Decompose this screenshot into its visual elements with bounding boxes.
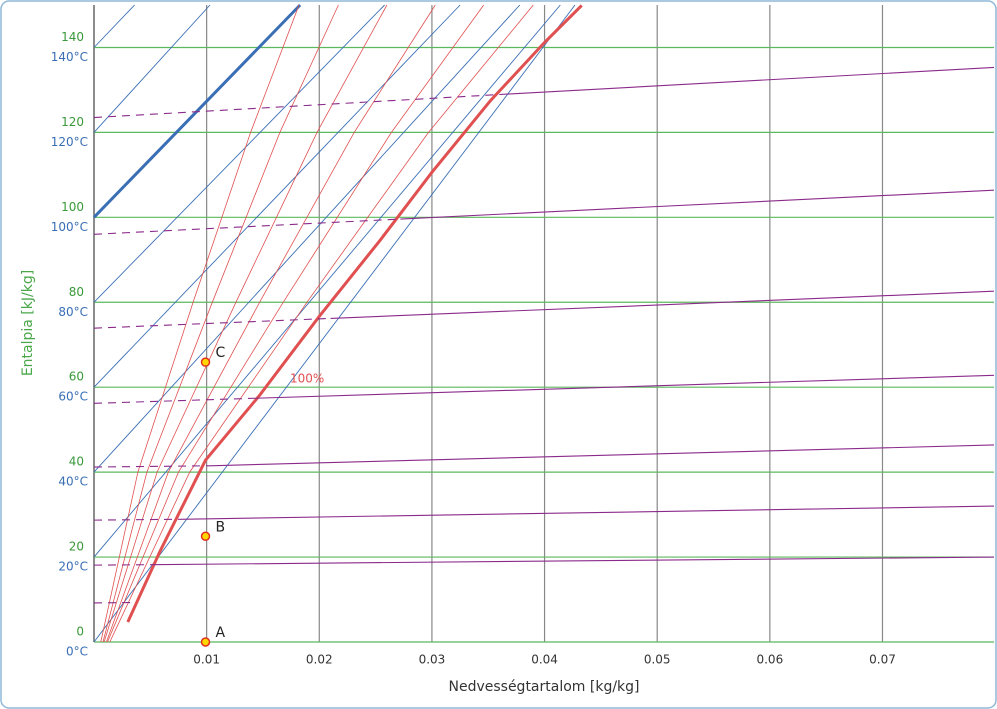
temperature-line: [93, 4, 211, 133]
state-label: C: [216, 345, 226, 361]
isotherm: [93, 374, 995, 404]
isotherm-dashed: [93, 518, 180, 521]
isotherm-dashed: [93, 317, 331, 329]
y-tick-label: 40: [69, 455, 84, 469]
rh-curve: [107, 4, 485, 643]
isotherm-dashed: [93, 465, 211, 468]
temperature-label: 100°C: [51, 220, 88, 234]
x-tick-label: 0.06: [756, 653, 783, 667]
x-tick-label: 0.02: [306, 653, 333, 667]
rh-curve: [100, 4, 300, 643]
isotherm-solid: [179, 505, 995, 520]
x-tick-label: 0.03: [419, 653, 446, 667]
x-tick-label: 0.07: [869, 653, 896, 667]
rh-curve: [109, 4, 534, 643]
y-axis-title: Entalpia [kJ/kg]: [20, 270, 36, 376]
isotherm-solid: [330, 290, 995, 319]
temperature-label: 80°C: [58, 305, 88, 319]
isotherm: [93, 505, 995, 521]
isotherm: [93, 66, 995, 119]
isotherm: [93, 556, 995, 566]
isotherm: [93, 444, 995, 468]
isotherm-solid: [505, 66, 995, 95]
isotherm-solid: [255, 374, 995, 399]
saturation-label: 100%: [290, 372, 324, 386]
state-label: A: [216, 625, 226, 641]
temperature-line: [93, 4, 521, 473]
isotherm-solid: [210, 444, 995, 467]
temperature-label: 40°C: [58, 475, 88, 489]
y-tick-label: 80: [69, 285, 84, 299]
isotherm-solid: [150, 556, 995, 566]
state-label: B: [216, 519, 226, 535]
saturation-curve: [126, 4, 583, 623]
x-tick-label: 0.05: [644, 653, 671, 667]
temperature-line: [93, 4, 576, 643]
rh-curve: [102, 4, 339, 643]
isotherm-dashed: [93, 218, 401, 235]
isotherm-solid: [400, 189, 995, 220]
isotherm-dashed: [93, 93, 506, 119]
state-point: [200, 637, 211, 647]
y-tick-label: 60: [69, 370, 84, 384]
y-tick-label: 100: [61, 200, 84, 214]
x-tick-label: 0.01: [193, 653, 220, 667]
temperature-label: 0°C: [66, 645, 88, 659]
y-tick-label: 120: [61, 115, 84, 129]
y-tick-label: 20: [69, 540, 84, 554]
isotherm: [93, 189, 995, 235]
rh-curve: [106, 4, 436, 643]
temperature-line: [93, 4, 135, 48]
state-point: [200, 357, 211, 367]
temperature-line: [93, 4, 385, 303]
temperature-line: [93, 4, 461, 388]
y-tick-label: 140: [61, 30, 84, 44]
temperature-label: 120°C: [51, 135, 88, 149]
state-point: [200, 531, 211, 542]
temperature-label: 140°C: [51, 50, 88, 64]
y-tick-label: 0: [76, 625, 84, 639]
temperature-label: 20°C: [58, 560, 88, 574]
rh-curve: [103, 4, 388, 643]
x-tick-label: 0.04: [531, 653, 558, 667]
temperature-label: 60°C: [58, 390, 88, 404]
isotherm: [93, 290, 995, 329]
x-axis-title: Nedvességtartalom [kg/kg]: [448, 679, 639, 695]
